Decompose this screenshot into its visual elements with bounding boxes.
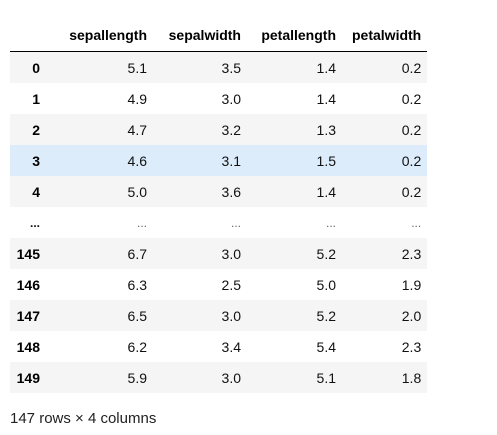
cell-sepallength: 5.9 xyxy=(127,369,147,386)
cell-sepallength: 6.7 xyxy=(127,245,147,262)
row-index: 149 xyxy=(16,369,40,386)
dataframe-table: sepallength sepalwidth petallength petal… xyxy=(10,18,428,393)
row-index: 2 xyxy=(32,121,40,138)
cell-sepallength: 4.7 xyxy=(127,121,147,138)
cell-sepallength: 6.5 xyxy=(127,307,147,324)
cell-sepalwidth: 3.0 xyxy=(221,245,241,262)
cell-petalwidth: 2.3 xyxy=(401,245,422,262)
cell-petalwidth: 0.2 xyxy=(401,59,422,76)
cell-petallength: ... xyxy=(325,215,336,230)
cell-petallength: 1.4 xyxy=(316,59,336,76)
row-index: 4 xyxy=(32,183,40,200)
index-header-corner xyxy=(10,18,46,52)
table-row: 2 4.7 3.2 1.3 0.2 xyxy=(10,114,428,145)
column-header-sepallength: sepallength xyxy=(46,18,153,52)
cell-sepalwidth: 3.2 xyxy=(221,121,241,138)
cell-petallength: 5.0 xyxy=(316,276,336,293)
column-header-sepalwidth: sepalwidth xyxy=(153,18,247,52)
cell-petalwidth: 1.9 xyxy=(401,276,422,293)
cell-petalwidth: 2.3 xyxy=(401,338,422,355)
cell-sepallength: 4.6 xyxy=(127,152,147,169)
dataframe-body: 0 5.1 3.5 1.4 0.2 1 4.9 3.0 1.4 0.2 2 4.7 3.2 1.3 0.2 3… xyxy=(10,51,428,393)
cell-sepalwidth: 3.0 xyxy=(221,369,241,386)
cell-sepalwidth: ... xyxy=(230,215,241,230)
column-header-petalwidth: petalwidth xyxy=(342,18,428,52)
cell-sepalwidth: 3.6 xyxy=(221,183,241,200)
row-index: 148 xyxy=(16,338,40,355)
table-row: 146 6.3 2.5 5.0 1.9 xyxy=(10,269,428,300)
cell-sepalwidth: 3.1 xyxy=(221,152,241,169)
cell-petallength: 1.3 xyxy=(316,121,336,138)
cell-sepalwidth: 3.0 xyxy=(221,90,241,107)
table-row: 149 5.9 3.0 5.1 1.8 xyxy=(10,362,428,393)
cell-petallength: 1.4 xyxy=(316,183,336,200)
table-row: 148 6.2 3.4 5.4 2.3 xyxy=(10,331,428,362)
cell-petalwidth: 2.0 xyxy=(401,307,422,324)
cell-sepallength: 6.2 xyxy=(127,338,147,355)
cell-sepalwidth: 3.0 xyxy=(221,307,241,324)
cell-petalwidth: 0.2 xyxy=(401,183,422,200)
row-index: 1 xyxy=(32,90,40,107)
row-index: 147 xyxy=(16,307,40,324)
cell-petallength: 5.4 xyxy=(316,338,336,355)
dataframe-shape-info: 147 rows × 4 columns xyxy=(10,410,157,427)
row-index: ... xyxy=(29,215,40,230)
cell-petallength: 5.2 xyxy=(316,307,336,324)
cell-petalwidth: ... xyxy=(411,215,422,230)
cell-sepallength: 5.1 xyxy=(127,59,147,76)
row-index: 145 xyxy=(16,245,40,262)
cell-petalwidth: 0.2 xyxy=(401,121,422,138)
table-row: 145 6.7 3.0 5.2 2.3 xyxy=(10,238,428,269)
cell-sepalwidth: 2.5 xyxy=(221,276,241,293)
ellipsis-row: ............... xyxy=(10,207,428,238)
table-row: 4 5.0 3.6 1.4 0.2 xyxy=(10,176,428,207)
table-row: 0 5.1 3.5 1.4 0.2 xyxy=(10,51,428,83)
header-row: sepallength sepalwidth petallength petal… xyxy=(10,18,428,52)
table-row: 3 4.6 3.1 1.5 0.2 xyxy=(10,145,428,176)
cell-sepalwidth: 3.4 xyxy=(221,338,241,355)
row-index: 3 xyxy=(32,152,40,169)
cell-petalwidth: 0.2 xyxy=(401,90,422,107)
row-index: 0 xyxy=(32,59,40,76)
table-row: 147 6.5 3.0 5.2 2.0 xyxy=(10,300,428,331)
dataframe-output: sepallength sepalwidth petallength petal… xyxy=(10,18,428,393)
cell-sepalwidth: 3.5 xyxy=(221,59,241,76)
cell-petalwidth: 0.2 xyxy=(401,152,422,169)
cell-petallength: 5.2 xyxy=(316,245,336,262)
column-header-petallength: petallength xyxy=(247,18,342,52)
cell-petallength: 1.5 xyxy=(316,152,336,169)
cell-petalwidth: 1.8 xyxy=(401,369,422,386)
row-index: 146 xyxy=(16,276,40,293)
cell-sepallength: 4.9 xyxy=(127,90,147,107)
cell-sepallength: 6.3 xyxy=(127,276,147,293)
cell-sepallength: 5.0 xyxy=(127,183,147,200)
cell-sepallength: ... xyxy=(136,215,147,230)
table-row: 1 4.9 3.0 1.4 0.2 xyxy=(10,83,428,114)
cell-petallength: 5.1 xyxy=(316,369,336,386)
cell-petallength: 1.4 xyxy=(316,90,336,107)
